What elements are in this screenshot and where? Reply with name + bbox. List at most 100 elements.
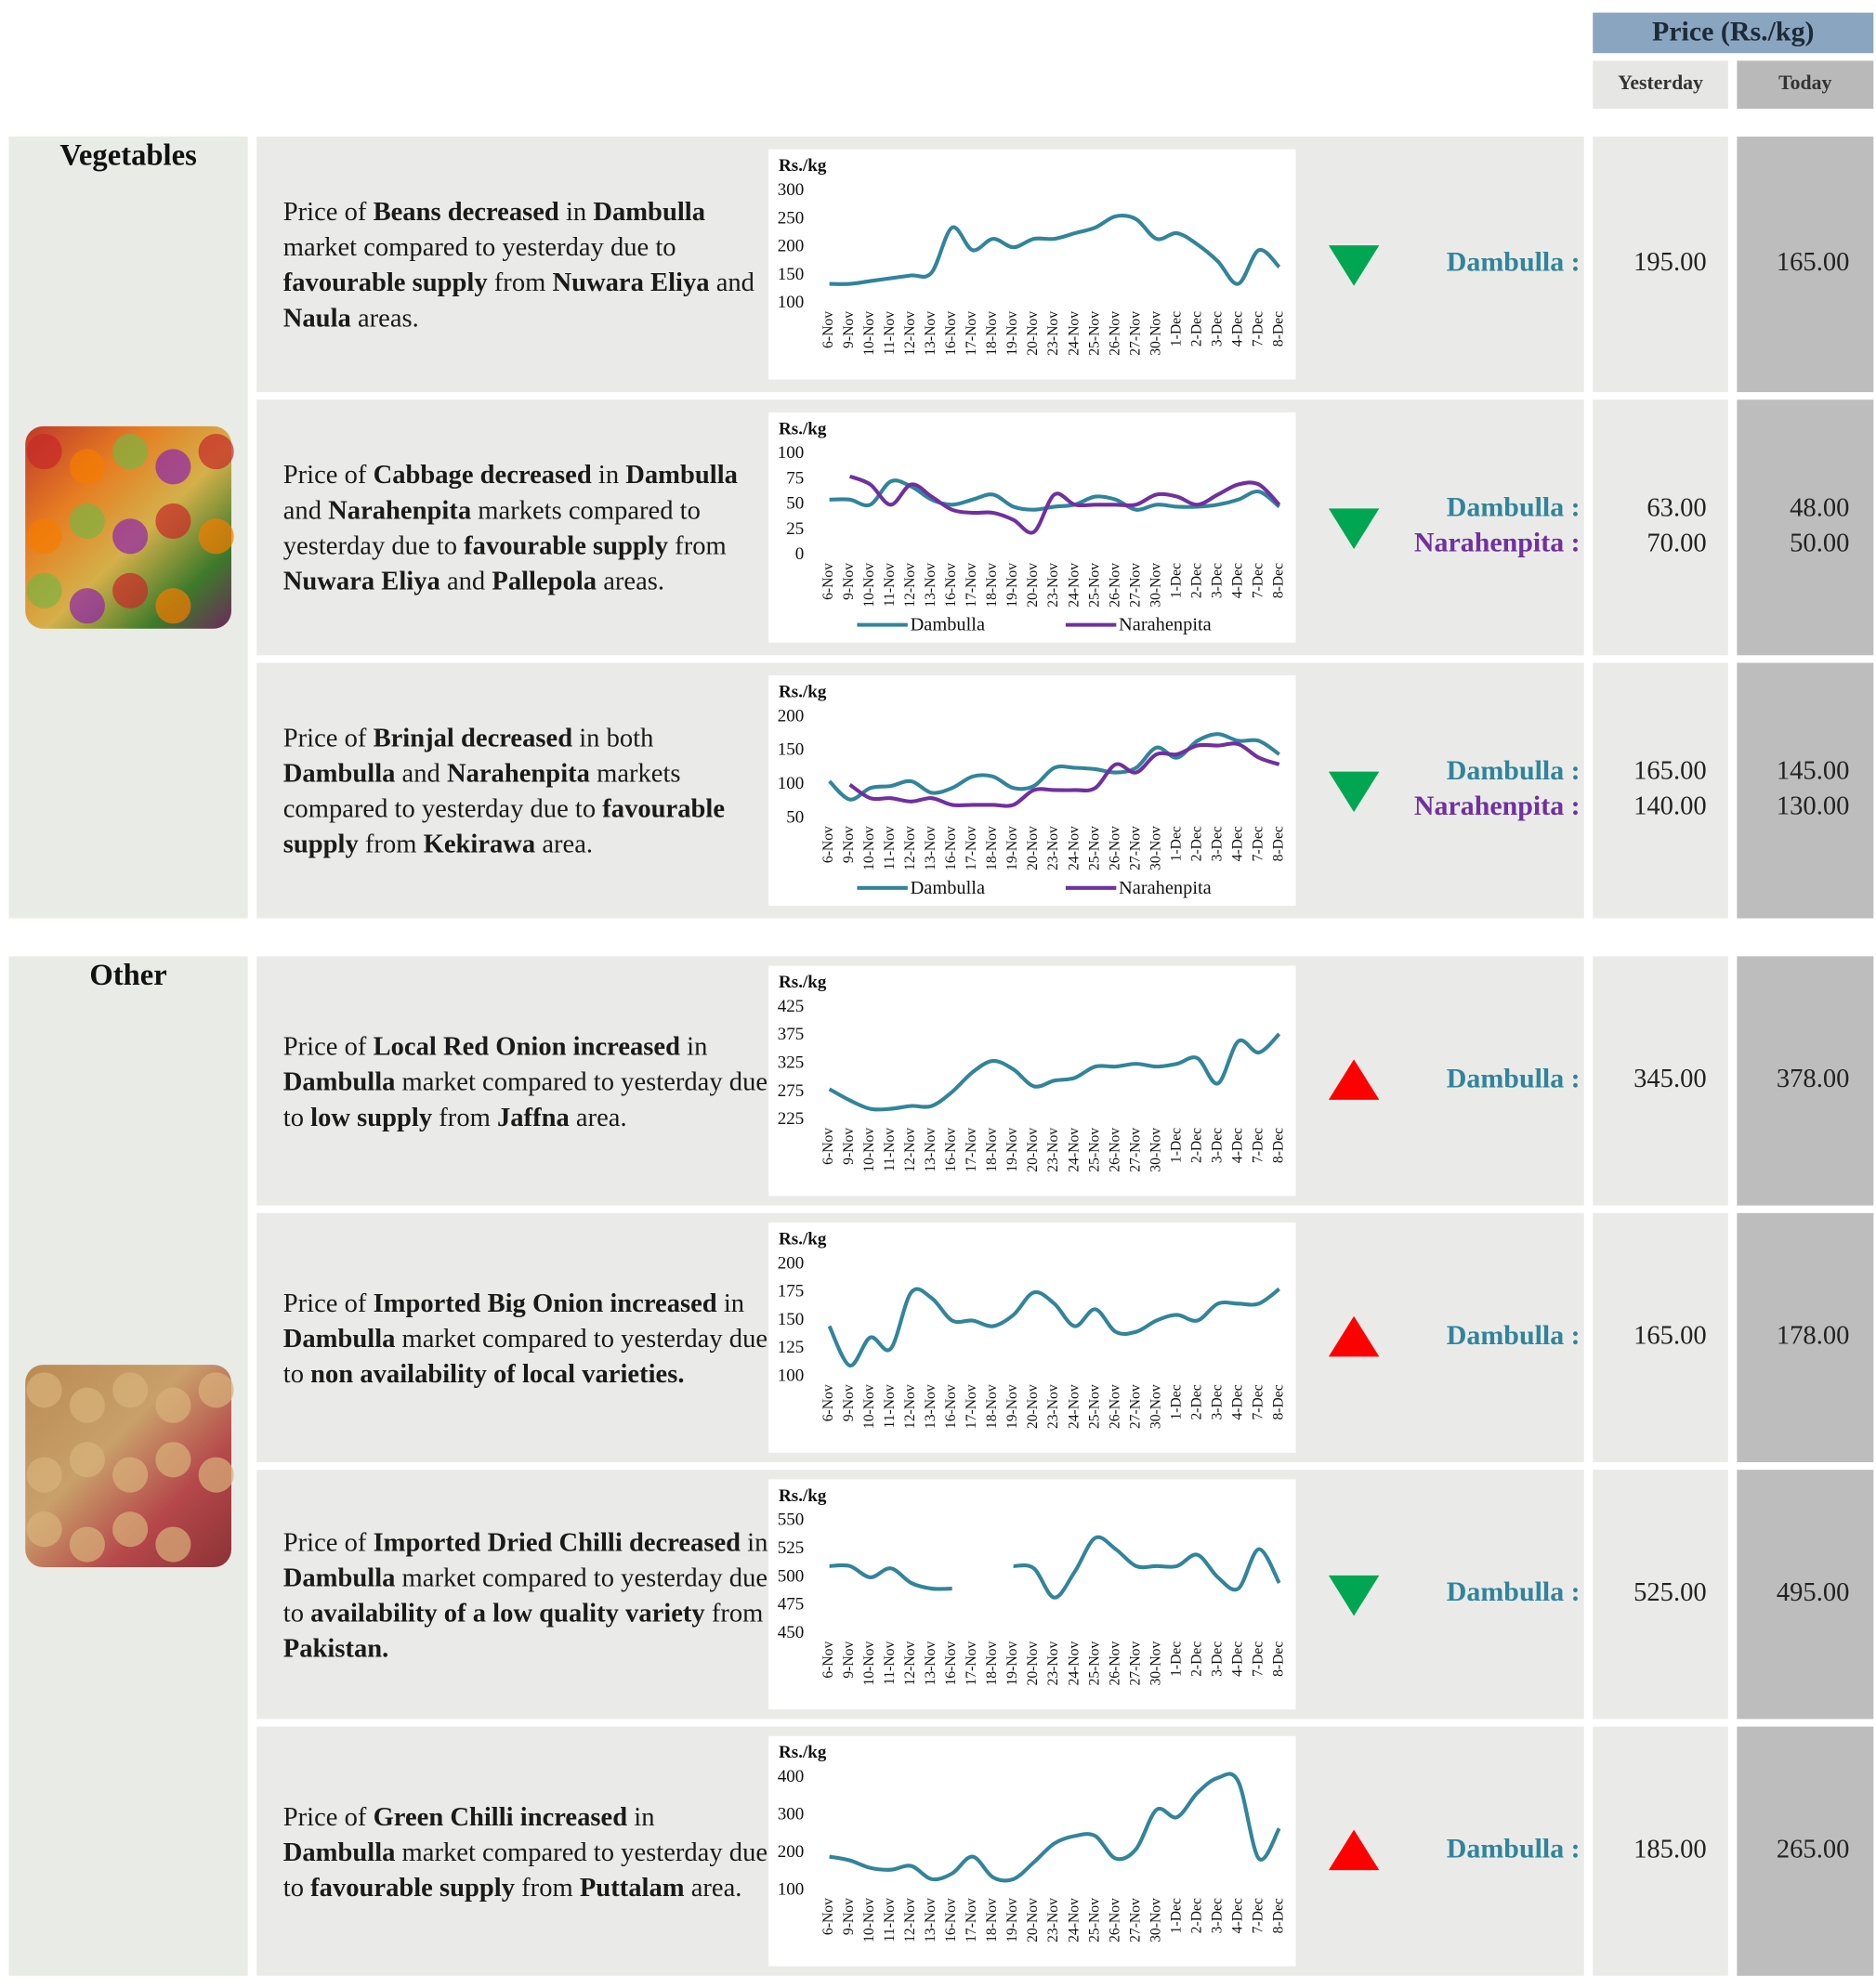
text: Price of [283,1800,374,1831]
x-tick-label: 23-Nov [1045,1898,1061,1942]
x-tick-label: 2-Dec [1188,1898,1204,1933]
x-tick-label: 24-Nov [1066,1384,1082,1429]
x-tick-label: 20-Nov [1025,1641,1041,1686]
x-tick-label: 26-Nov [1107,826,1122,870]
text: Price of [283,1287,374,1317]
y-tick-label: 400 [778,1767,805,1786]
x-tick-label: 26-Nov [1107,1128,1122,1172]
y-tick-label: 100 [778,1879,805,1899]
text: from [515,1871,580,1902]
description-paragraph: Price of Imported Dried Chilli decreased… [283,1524,770,1666]
x-tick-label: 6-Nov [820,1384,836,1421]
description-text: Price of Imported Dried Chilli decreased… [283,1470,770,1719]
x-tick-label: 12-Nov [902,1128,918,1172]
today-price: 50.00 [1790,529,1849,557]
description-paragraph: Price of Green Chilli increased in Dambu… [283,1798,770,1904]
today-price: 178.00 [1777,1321,1850,1350]
bold-text: Beans decreased [374,196,559,227]
x-tick-label: 1-Dec [1168,1384,1184,1419]
x-tick-label: 11-Nov [882,1898,898,1942]
text: in [559,196,594,227]
y-axis-label: Rs./kg [779,1229,827,1249]
x-tick-label: 17-Nov [964,1641,979,1686]
price-chart: Rs./kg1001251501752006-Nov9-Nov10-Nov11-… [768,1223,1295,1453]
y-tick-label: 425 [778,997,805,1016]
x-tick-label: 17-Nov [964,826,979,870]
category-image-detail [199,1372,234,1407]
x-tick-label: 7-Dec [1250,1641,1266,1677]
x-tick-label: 9-Nov [841,826,857,863]
x-tick-label: 6-Nov [820,311,836,348]
x-tick-label: 3-Dec [1209,1641,1225,1677]
category-image-detail [112,1511,148,1547]
y-tick-label: 25 [786,519,804,539]
x-tick-label: 6-Nov [820,1128,836,1165]
x-tick-label: 4-Dec [1229,1898,1245,1933]
x-tick-label: 9-Nov [841,1898,857,1935]
bold-text: Dambulla [593,196,705,227]
bold-text: favourable supply [310,1871,515,1902]
x-tick-label: 4-Dec [1229,826,1245,861]
x-tick-label: 25-Nov [1086,1898,1102,1942]
x-tick-label: 16-Nov [943,563,959,608]
x-tick-label: 10-Nov [861,311,877,356]
x-tick-label: 9-Nov [841,1641,857,1679]
y-tick-label: 100 [778,293,805,312]
x-tick-label: 6-Nov [820,1898,836,1935]
x-tick-label: 24-Nov [1066,1898,1082,1942]
x-tick-label: 13-Nov [923,826,938,870]
y-tick-label: 275 [778,1081,805,1101]
category-image-detail [112,518,148,554]
bold-text: Puttalam [580,1871,685,1902]
description: Price of Local Red Onion increased in Da… [283,956,770,1205]
bold-text: Imported Big Onion increased [374,1287,717,1317]
category-image-detail [27,573,62,608]
bold-text: Pallepola [492,566,597,596]
x-tick-label: 30-Nov [1148,563,1163,608]
x-tick-label: 12-Nov [902,1898,918,1942]
x-tick-label: 7-Dec [1250,1384,1266,1419]
x-tick-label: 9-Nov [841,311,857,348]
x-tick-label: 4-Dec [1229,1641,1245,1677]
market-name: Dambulla : [1447,1834,1581,1864]
category-image-detail [112,1458,148,1493]
x-tick-label: 20-Nov [1025,1898,1041,1942]
x-tick-label: 13-Nov [923,563,938,608]
x-tick-label: 16-Nov [943,1898,959,1942]
description-text: Price of Green Chilli increased in Dambu… [283,1727,770,1976]
description: Price of Green Chilli increased in Dambu… [283,1727,770,1976]
x-tick-label: 27-Nov [1127,826,1143,870]
y-tick-label: 300 [778,1805,805,1825]
market-name: Dambulla : [1447,1320,1581,1351]
bold-text: Narahenpita [328,494,471,525]
x-tick-label: 27-Nov [1127,1384,1143,1429]
x-tick-label: 16-Nov [943,1641,959,1686]
today-price: 165.00 [1777,248,1850,277]
category-image-detail [27,1458,62,1493]
text: in [717,1287,744,1317]
legend-label: Dambulla [911,615,985,635]
y-tick-label: 550 [778,1511,805,1530]
bold-text: non availability of local varieties. [310,1358,684,1389]
y-tick-label: 200 [778,1253,805,1273]
x-tick-label: 4-Dec [1229,311,1245,347]
x-tick-label: 1-Dec [1168,311,1184,347]
price-chart: Rs./kg1002003004006-Nov9-Nov10-Nov11-Nov… [768,1736,1295,1967]
x-tick-label: 10-Nov [861,1898,877,1942]
category-image-detail [27,1372,62,1407]
category-image-detail [70,1526,105,1562]
market-name: Narahenpita : [1414,528,1581,558]
legend-label: Dambulla [911,878,985,898]
x-tick-label: 12-Nov [902,563,918,608]
category-image-detail [70,449,105,484]
x-tick-label: 7-Dec [1250,311,1266,347]
y-tick-label: 300 [778,180,805,200]
x-tick-label: 30-Nov [1148,1898,1163,1942]
x-tick-label: 7-Dec [1250,826,1266,861]
description: Price of Brinjal decreased in both Dambu… [283,662,770,918]
x-tick-label: 25-Nov [1086,1641,1102,1686]
y-tick-label: 200 [778,1842,805,1862]
text: area. [535,829,593,859]
x-tick-label: 30-Nov [1148,311,1163,356]
